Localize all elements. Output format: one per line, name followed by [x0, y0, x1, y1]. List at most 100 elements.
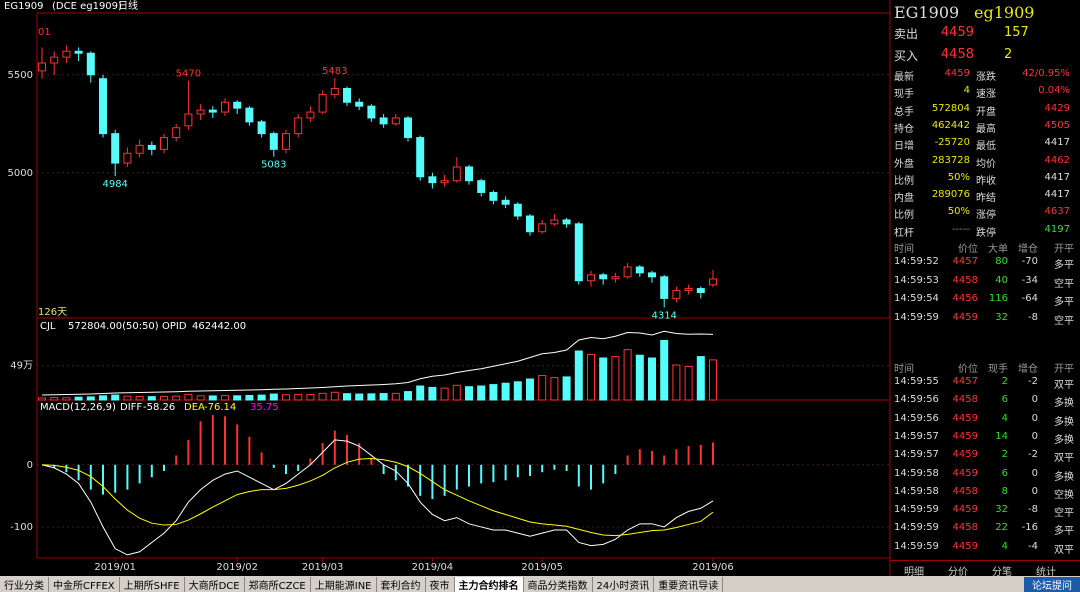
candle-body [355, 101, 364, 107]
volume-bar [74, 396, 83, 401]
table-cell: 双平 [1054, 544, 1074, 556]
legend-value: 572804.00(50:50) [68, 321, 159, 332]
quote-value: ----- [951, 223, 970, 235]
table-cell: 空平 [1054, 278, 1074, 290]
table-cell: 14:59:55 [894, 376, 939, 387]
quote-value: 4197 [1044, 223, 1070, 235]
candle-body [404, 117, 412, 139]
toolbar-item[interactable]: 套利合约 [377, 576, 426, 592]
toolbar-item[interactable]: 上期所SHFE [120, 576, 185, 592]
legend-name: DIFF [120, 402, 142, 413]
toolbar-item[interactable]: 主力合约排名 [454, 576, 524, 592]
quote-label: 跌停 [976, 227, 996, 239]
table-cell: 0 [1031, 430, 1038, 442]
toolbar-item[interactable]: 24小时资讯 [593, 576, 655, 592]
table-cell: 116 [988, 293, 1008, 304]
tab[interactable]: 分价 [948, 567, 968, 578]
table-cell: 14:59:59 [894, 311, 939, 323]
volume-bar [452, 384, 461, 401]
table-cell: 14:59:53 [894, 274, 939, 286]
toolbar-item[interactable]: 商品分类指数 [524, 576, 593, 592]
table-header: 时间 [894, 364, 914, 375]
volume-bar [440, 387, 449, 401]
toolbar-item[interactable]: 论坛提问 [1024, 576, 1080, 592]
background [0, 0, 1080, 576]
candle-body [99, 78, 107, 135]
table-header: 大单 [988, 244, 1008, 255]
table-cell: 0 [1031, 467, 1038, 479]
quote-label: 开盘 [976, 106, 996, 118]
volume-bar [416, 385, 425, 401]
volume-bar [294, 393, 303, 401]
table-cell: 4459 [952, 540, 978, 552]
volume-bar [501, 382, 510, 401]
candle-body [623, 266, 632, 278]
quote-label: 外盘 [894, 158, 914, 170]
tab[interactable]: 统计 [1036, 567, 1056, 578]
volume-bar [343, 393, 351, 401]
toolbar-item[interactable]: 行业分类 [0, 576, 49, 592]
legend-name: OPID [162, 321, 187, 332]
tab-bar: 明细 分价 分笔 统计 [890, 560, 1080, 578]
candle-body [477, 180, 486, 193]
candle-body [306, 111, 315, 119]
x-tick-label: 2019/06 [692, 562, 734, 573]
candle-body [611, 276, 620, 280]
toolbar-item[interactable]: 上期能源INE [311, 576, 377, 592]
candle-body [452, 166, 461, 182]
tab[interactable]: 明细 [904, 567, 924, 578]
volume-bar [538, 375, 547, 401]
volume-bar [404, 391, 412, 401]
table-header: 增仓 [1018, 364, 1038, 375]
volume-bar [526, 378, 534, 401]
candle-body [635, 266, 644, 274]
candle-body [526, 215, 534, 233]
candle-body [208, 109, 217, 113]
quote-value: 289076 [931, 189, 970, 201]
volume-bar [648, 357, 656, 401]
y-tick-label: 49万 [10, 361, 33, 372]
candle-body [318, 93, 327, 113]
toolbar-item[interactable]: 郑商所CZCE [245, 576, 311, 592]
quote-label: 最高 [976, 123, 996, 135]
y-tick-label: 0 [27, 460, 33, 471]
toolbar-item[interactable]: 中金所CFFEX [49, 576, 120, 592]
candle-body [74, 50, 83, 54]
candle-body [648, 272, 656, 278]
toolbar-item[interactable]: 大商所DCE [185, 576, 245, 592]
tab[interactable]: 分笔 [992, 567, 1012, 578]
table-cell: 2 [1001, 449, 1008, 461]
quote-value: 50% [947, 206, 970, 218]
candle-body [196, 109, 205, 115]
candle-body [147, 144, 156, 150]
volume-bar [257, 394, 266, 401]
table-header: 开平 [1054, 244, 1074, 255]
extreme-label: 4314 [651, 310, 676, 321]
table-cell: -4 [1028, 540, 1038, 552]
quote-value: 4417 [1044, 171, 1070, 183]
candle-body [684, 288, 693, 292]
candle-body [135, 144, 144, 154]
table-cell: 4456 [952, 293, 978, 304]
table-cell: 14:59:58 [894, 467, 939, 479]
volume-bar [635, 354, 644, 401]
period[interactable]: 日线 [118, 0, 138, 12]
volume-bar [550, 377, 559, 401]
candle-body [562, 219, 571, 225]
volume-bar [269, 393, 278, 401]
candle-body [111, 133, 120, 164]
candle-body [86, 52, 95, 76]
quote-label: 最新 [894, 72, 914, 83]
candle-body [416, 137, 425, 178]
quote-label: 昨结 [976, 193, 996, 205]
quote-value: 0.04% [1038, 85, 1070, 97]
table-cell: 80 [995, 256, 1008, 267]
annotation: 01 [38, 27, 51, 38]
toolbar-item[interactable]: 重要资讯导读 [654, 576, 724, 592]
table-cell: 4458 [952, 485, 978, 497]
table-cell: 32 [995, 504, 1008, 516]
quote-code: eg1909 [974, 3, 1035, 22]
toolbar-item[interactable]: 夜市 [426, 576, 455, 592]
table-cell: 0 [1031, 485, 1038, 497]
